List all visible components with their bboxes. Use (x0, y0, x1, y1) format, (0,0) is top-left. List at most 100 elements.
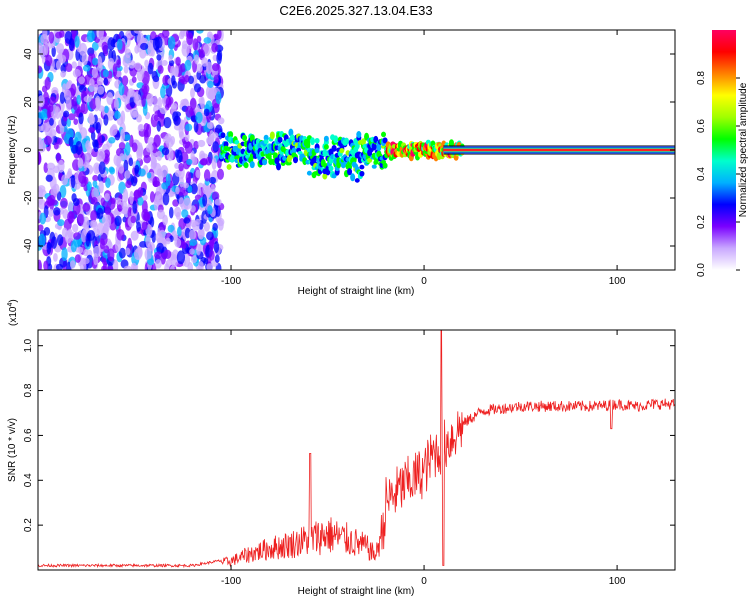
noise-cell (169, 206, 174, 219)
noise-cell (216, 51, 222, 65)
noise-cell (195, 111, 203, 124)
noise-cell (178, 162, 184, 172)
noise-cell (112, 63, 118, 77)
noise-cell (165, 173, 171, 187)
noise-cell (56, 137, 63, 145)
noise-cell (134, 45, 140, 54)
noise-cell (48, 208, 54, 217)
noise-cell (198, 49, 205, 61)
noise-cell (143, 211, 151, 222)
noise-cell (141, 221, 148, 231)
signal-cell (322, 149, 328, 157)
noise-cell (133, 92, 139, 104)
noise-cell (182, 182, 189, 189)
noise-cell (179, 131, 185, 140)
noise-cell (203, 169, 211, 182)
noise-cell (65, 97, 72, 111)
noise-cell (118, 142, 126, 150)
noise-cell (156, 120, 162, 132)
noise-cell (82, 64, 91, 72)
noise-cell (135, 114, 142, 123)
noise-cell (53, 207, 61, 216)
colorbar-tick-label: 0.4 (696, 167, 707, 181)
noise-cell (38, 111, 46, 120)
noise-cell (149, 216, 155, 228)
noise-cell (183, 197, 192, 210)
noise-cell (162, 192, 170, 206)
noise-cell (71, 30, 77, 37)
noise-cell (196, 70, 202, 81)
noise-cell (152, 180, 161, 188)
noise-cell (67, 228, 73, 239)
y-tick-label: 20 (23, 96, 34, 108)
noise-cell (40, 33, 49, 45)
noise-cell (81, 257, 90, 265)
noise-cell (136, 221, 141, 232)
noise-cell (85, 140, 91, 151)
noise-cell (38, 185, 46, 193)
noise-cell (189, 238, 198, 247)
noise-cell (137, 142, 143, 156)
noise-cell (183, 217, 191, 224)
noise-cell (180, 151, 189, 163)
noise-cell (168, 54, 173, 62)
noise-cell (171, 75, 176, 86)
y-tick-label: 0.2 (23, 518, 34, 532)
noise-cell (90, 210, 97, 223)
noise-cell (92, 174, 99, 182)
signal-cell (223, 141, 229, 148)
noise-cell (136, 68, 144, 82)
noise-cell (50, 236, 58, 249)
signal-cell (360, 138, 366, 146)
signal-cell (293, 156, 299, 164)
noise-cell (72, 69, 82, 78)
noise-cell (55, 60, 61, 70)
signal-cell (289, 134, 295, 141)
noise-cell (181, 241, 187, 249)
noise-cell (120, 128, 126, 143)
snr-y-multiplier: (x104) (7, 299, 19, 326)
noise-cell (60, 70, 66, 78)
noise-cell (195, 63, 203, 73)
x-tick-label: -100 (221, 276, 241, 287)
noise-cell (160, 164, 169, 178)
snr-multiplier-exponent: 4 (7, 303, 14, 307)
noise-cell (55, 263, 64, 270)
y-tick-label: 0.4 (23, 473, 34, 487)
noise-cell (103, 77, 109, 86)
noise-cell (179, 119, 185, 131)
noise-cell (86, 181, 92, 192)
noise-cell (161, 60, 168, 67)
noise-cell (138, 123, 145, 132)
noise-cell (88, 78, 95, 93)
noise-cell (64, 31, 73, 44)
noise-cell (140, 42, 149, 51)
spectrogram-y-ticks: -40 -20 0 20 40 (23, 48, 675, 253)
noise-cell (38, 224, 44, 232)
noise-cell (105, 177, 111, 189)
noise-cell (78, 171, 87, 184)
noise-cell (77, 157, 84, 169)
signal-cell (306, 170, 312, 176)
noise-cell (83, 95, 92, 103)
signal-cell (309, 137, 315, 146)
noise-cell (130, 175, 138, 187)
noise-cell (91, 187, 100, 200)
noise-cell (202, 194, 208, 207)
noise-cell (215, 91, 222, 105)
noise-cell (67, 168, 73, 179)
noise-cell (206, 231, 214, 241)
noise-cell (95, 95, 101, 108)
noise-cell (107, 57, 115, 70)
noise-cell (119, 153, 125, 162)
signal-cell (354, 142, 360, 150)
noise-cell (131, 76, 137, 84)
noise-cell (193, 120, 199, 133)
x-tick-label: -100 (221, 576, 241, 587)
signal-cell (228, 131, 234, 139)
noise-cell (207, 80, 214, 88)
noise-cell (54, 106, 61, 119)
noise-cell (43, 260, 49, 270)
signal-cell (354, 178, 360, 183)
signal-cell (339, 147, 345, 154)
